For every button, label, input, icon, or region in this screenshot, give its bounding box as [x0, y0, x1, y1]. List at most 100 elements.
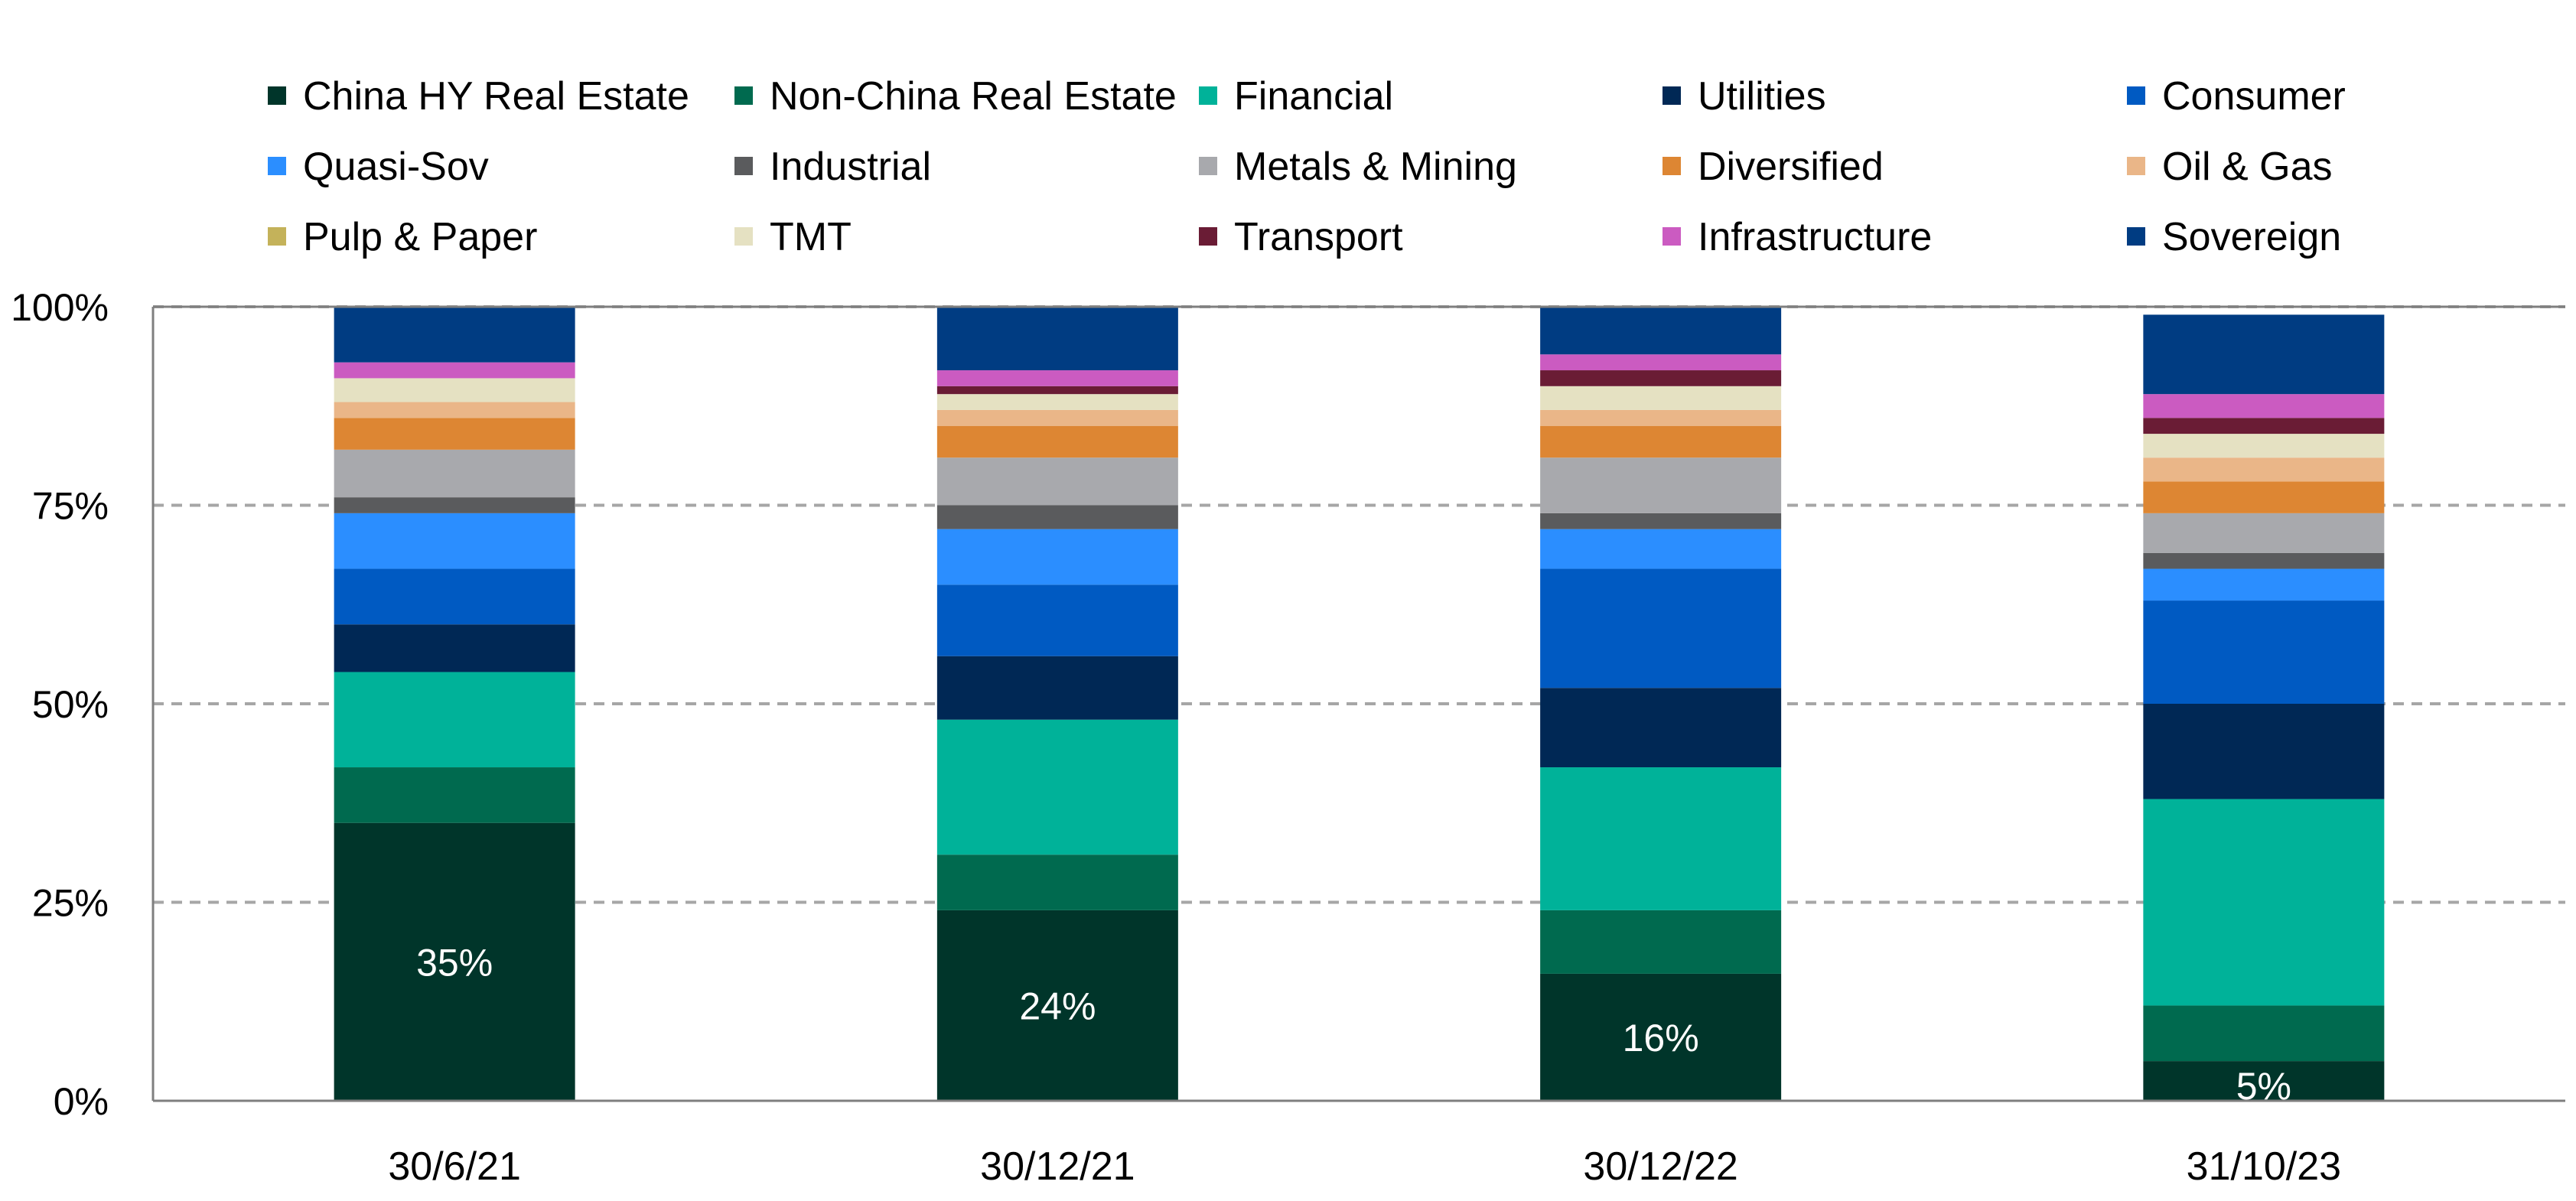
bar-segment-industrial — [1540, 513, 1782, 529]
legend-item: Quasi-Sov — [268, 145, 489, 189]
bar-segment-oil-gas — [2143, 457, 2385, 482]
bar-segment-quasi-sov — [334, 513, 575, 569]
legend-swatch — [1199, 227, 1217, 246]
legend-swatch — [1199, 157, 1217, 175]
legend-label: Sovereign — [2162, 215, 2341, 259]
x-tick-label: 30/12/22 — [1583, 1144, 1737, 1189]
bar-segment-tmt — [1540, 386, 1782, 410]
legend-item: Non-China Real Estate — [734, 74, 1177, 119]
bar-segment-quasi-sov — [1540, 529, 1782, 569]
legend-item: Diversified — [1663, 145, 1884, 189]
bar-segment-utilities — [2143, 704, 2385, 799]
legend-item: Infrastructure — [1663, 215, 1932, 259]
legend-swatch — [1199, 86, 1217, 105]
bar-segment-quasi-sov — [936, 529, 1178, 585]
legend-swatch — [734, 157, 753, 175]
bar-segment-industrial — [334, 497, 575, 513]
legend-item: Pulp & Paper — [268, 215, 537, 259]
legend-swatch — [268, 86, 286, 105]
legend-item: Transport — [1199, 215, 1403, 259]
bar-segment-utilities — [1540, 688, 1782, 768]
bar-segment-sovereign — [2143, 314, 2385, 395]
bar-segment-transport — [936, 386, 1178, 395]
y-tick-label: 75% — [32, 485, 109, 528]
bar-segment-non-china-real-estate — [2143, 1005, 2385, 1062]
legend-label: Pulp & Paper — [303, 215, 537, 259]
legend-item: Industrial — [734, 145, 931, 189]
bar-segment-industrial — [2143, 552, 2385, 569]
legend-label: Consumer — [2162, 74, 2346, 119]
x-tick-label: 30/12/21 — [980, 1144, 1135, 1189]
legend-label: TMT — [770, 215, 852, 259]
legend-swatch — [734, 86, 753, 105]
bar-segment-consumer — [1540, 568, 1782, 688]
x-tick-label: 31/10/23 — [2187, 1144, 2341, 1189]
x-tick-label: 30/6/21 — [388, 1144, 521, 1189]
y-tick-label: 50% — [32, 683, 109, 726]
bar-segment-sovereign — [334, 307, 575, 363]
legend-swatch — [268, 227, 286, 246]
legend-item: Sovereign — [2127, 215, 2341, 259]
legend-item: Financial — [1199, 74, 1393, 119]
bar-segment-non-china-real-estate — [1540, 910, 1782, 974]
bar-segment-infrastructure — [936, 370, 1178, 386]
legend-label: Diversified — [1698, 145, 1884, 189]
legend-label: Financial — [1234, 74, 1393, 119]
bar-segment-industrial — [936, 505, 1178, 529]
bar-segment-infrastructure — [334, 362, 575, 379]
bar-segment-metals-mining — [936, 457, 1178, 506]
bar-segment-quasi-sov — [2143, 568, 2385, 601]
legend-swatch — [1663, 227, 1681, 246]
bar-segment-metals-mining — [1540, 457, 1782, 513]
legend-item: Oil & Gas — [2127, 145, 2333, 189]
legend-label: Oil & Gas — [2162, 145, 2333, 189]
bar-segment-oil-gas — [1540, 409, 1782, 426]
bar-segment-financial — [2143, 799, 2385, 1006]
legend-label: Transport — [1234, 215, 1403, 259]
legend-swatch — [2127, 227, 2145, 246]
bar-segment-diversified — [334, 418, 575, 450]
bar-segment-sovereign — [1540, 307, 1782, 355]
bar-segment-financial — [1540, 767, 1782, 910]
legend-swatch — [734, 227, 753, 246]
bar-segment-metals-mining — [2143, 513, 2385, 553]
y-tick-label: 0% — [54, 1080, 109, 1123]
bar-segment-tmt — [334, 378, 575, 402]
bar-segment-diversified — [1540, 425, 1782, 458]
legend-label: Metals & Mining — [1234, 145, 1517, 189]
bar-segment-utilities — [936, 656, 1178, 720]
legend-label: China HY Real Estate — [303, 74, 689, 119]
legend-item: China HY Real Estate — [268, 74, 689, 119]
bar-segment-financial — [936, 719, 1178, 855]
legend-label: Industrial — [770, 145, 931, 189]
legend-swatch — [2127, 157, 2145, 175]
axes: 0% 25% 50% 75% 100% 30/6/21 30/12/21 30/12/22 31… — [11, 286, 2565, 1189]
legend-item: Consumer — [2127, 74, 2346, 119]
data-label: 16% — [1623, 1017, 1699, 1059]
bar-segment-china-hy-real-estate — [334, 822, 575, 1101]
bar-segment-oil-gas — [334, 402, 575, 418]
legend-swatch — [1663, 157, 1681, 175]
bar-segment-china-hy-real-estate — [1540, 973, 1782, 1101]
bar-segment-tmt — [2143, 434, 2385, 458]
y-tick-label: 25% — [32, 882, 109, 925]
y-tick-label: 100% — [11, 286, 109, 329]
bar-segment-consumer — [334, 568, 575, 625]
bar-segment-non-china-real-estate — [334, 767, 575, 823]
legend-label: Infrastructure — [1698, 215, 1932, 259]
bar-segment-transport — [1540, 370, 1782, 386]
bar-segment-diversified — [2143, 481, 2385, 513]
bar-segment-consumer — [2143, 600, 2385, 704]
bar-segment-infrastructure — [1540, 354, 1782, 371]
data-label: 35% — [416, 941, 493, 984]
bar-segment-china-hy-real-estate — [936, 910, 1178, 1101]
bar-segment-financial — [334, 672, 575, 768]
bars: 35%24%16%5% — [334, 307, 2385, 1108]
bar-segment-sovereign — [936, 307, 1178, 371]
legend-label: Utilities — [1698, 74, 1826, 119]
bar-segment-diversified — [936, 425, 1178, 458]
bar-segment-utilities — [334, 624, 575, 672]
legend-item: Utilities — [1663, 74, 1826, 119]
legend: China HY Real Estate Non-China Real Estat… — [268, 74, 2346, 259]
